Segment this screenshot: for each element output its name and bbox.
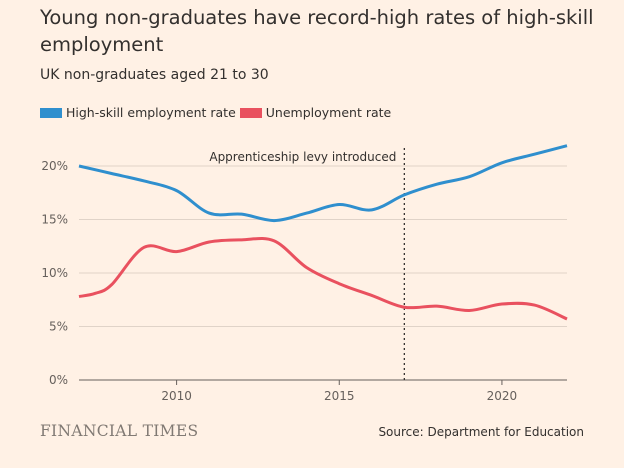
y-tick-label: 20% xyxy=(41,159,68,173)
legend: High-skill employment rate Unemployment … xyxy=(40,105,395,120)
series-line-high-skill xyxy=(78,144,568,223)
legend-swatch xyxy=(40,107,62,118)
x-tick-label: 2010 xyxy=(161,389,192,403)
x-tick-label: 2015 xyxy=(324,389,355,403)
chart-title: Young non-graduates have record-high rat… xyxy=(40,6,594,56)
y-tick-label: 0% xyxy=(49,373,68,387)
chart-subtitle: UK non-graduates aged 21 to 30 xyxy=(40,67,269,83)
series-line-unemployment xyxy=(78,236,568,321)
y-tick-label: 15% xyxy=(41,213,68,227)
legend-swatch xyxy=(239,107,262,118)
x-tick-label: 2020 xyxy=(487,389,518,403)
y-tick-label: 10% xyxy=(41,266,68,280)
legend-label: High-skill employment rate xyxy=(66,105,236,120)
y-tick-label: 5% xyxy=(49,320,68,334)
legend-label: Unemployment rate xyxy=(265,105,392,120)
source-note: Source: Department for Education xyxy=(378,425,584,439)
ft-logo: FINANCIAL TIMES xyxy=(40,422,199,440)
legend-item-unemployment: Unemployment rate xyxy=(239,105,392,120)
annotation-label: Apprenticeship levy introduced xyxy=(209,150,396,164)
legend-item-high-skill: High-skill employment rate xyxy=(40,105,236,120)
